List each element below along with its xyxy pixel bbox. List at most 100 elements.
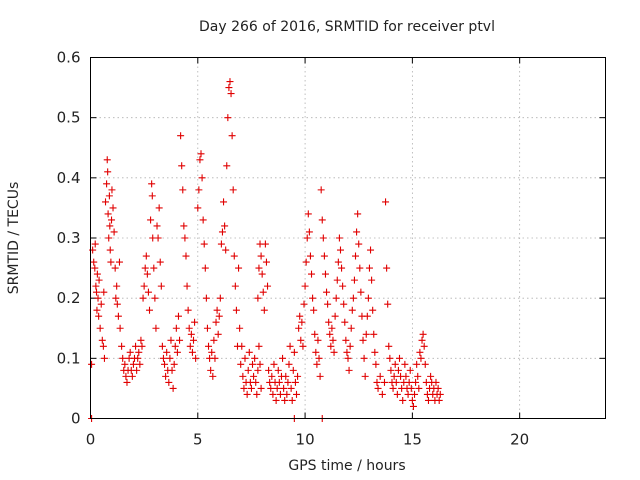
data-point: [384, 300, 392, 308]
data-point: [224, 114, 232, 122]
data-point: [296, 312, 304, 320]
data-point: [419, 330, 427, 338]
data-point: [371, 348, 379, 356]
data-point: [251, 354, 259, 362]
data-point: [188, 348, 196, 356]
data-point: [200, 240, 208, 248]
data-point: [327, 342, 335, 350]
data-point: [280, 384, 288, 392]
data-point: [108, 216, 116, 224]
data-point: [205, 342, 213, 350]
data-point: [106, 222, 114, 230]
data-point: [291, 378, 299, 386]
data-point: [167, 336, 175, 344]
data-point: [177, 132, 185, 140]
data-point: [157, 282, 165, 290]
data-point: [390, 372, 398, 380]
data-point: [230, 252, 238, 260]
data-point: [143, 270, 151, 278]
data-point: [183, 282, 191, 290]
data-point: [364, 294, 372, 302]
data-point: [179, 186, 187, 194]
data-point: [365, 264, 373, 272]
data-point: [329, 336, 337, 344]
data-point: [133, 366, 141, 374]
data-point: [132, 342, 140, 350]
data-point: [393, 390, 401, 398]
x-tick-label: 10: [296, 431, 315, 449]
data-point: [199, 216, 207, 224]
data-point: [299, 342, 307, 350]
data-point: [350, 276, 358, 284]
data-point: [215, 312, 223, 320]
data-point: [178, 162, 186, 170]
data-point: [113, 300, 121, 308]
data-point: [374, 384, 382, 392]
data-point: [260, 306, 268, 314]
data-point: [88, 360, 96, 368]
data-point: [261, 240, 269, 248]
data-point: [99, 342, 107, 350]
data-point: [352, 252, 360, 260]
data-point: [141, 264, 149, 272]
data-point: [156, 258, 164, 266]
data-point: [368, 276, 376, 284]
data-point: [432, 378, 440, 386]
data-point: [229, 186, 237, 194]
data-point: [436, 390, 444, 398]
data-point: [435, 396, 443, 404]
data-point: [420, 342, 428, 350]
data-point: [286, 342, 294, 350]
data-point: [137, 336, 145, 344]
y-tick-label: 0.4: [57, 169, 81, 187]
data-point: [129, 360, 137, 368]
data-point: [267, 384, 275, 392]
data-point: [107, 258, 115, 266]
data-point: [226, 78, 234, 86]
data-point: [93, 288, 101, 296]
data-point: [191, 318, 199, 326]
data-point: [339, 282, 347, 290]
data-point: [186, 342, 194, 350]
data-point: [385, 342, 393, 350]
data-point: [369, 306, 377, 314]
data-point: [372, 360, 380, 368]
data-point: [105, 192, 113, 200]
data-point: [245, 348, 253, 356]
data-point: [264, 282, 272, 290]
data-point: [340, 300, 348, 308]
data-point: [331, 312, 339, 320]
data-point: [270, 360, 278, 368]
data-point: [262, 258, 270, 266]
chart-title: Day 266 of 2016, SRMTID for receiver ptv…: [199, 19, 495, 35]
y-axis-ticks: 0 0.1 0.2 0.3 0.4 0.5 0.6: [57, 49, 606, 428]
data-point: [394, 366, 402, 374]
data-point: [302, 258, 310, 266]
data-point: [118, 342, 126, 350]
data-point: [378, 390, 386, 398]
data-point: [293, 390, 300, 398]
data-point: [243, 390, 251, 398]
data-point: [150, 264, 158, 272]
data-point: [210, 336, 218, 344]
data-point: [265, 366, 273, 374]
data-point: [102, 198, 110, 206]
data-point: [414, 372, 422, 380]
data-point: [100, 288, 108, 296]
data-point: [326, 330, 334, 338]
data-point: [225, 84, 233, 92]
data-point: [324, 300, 332, 308]
data-point: [100, 354, 108, 362]
data-point: [128, 372, 136, 380]
data-point: [303, 234, 311, 242]
data-point: [213, 306, 221, 314]
data-point: [154, 234, 162, 242]
data-point: [244, 366, 252, 374]
data-point: [318, 216, 326, 224]
data-point: [255, 342, 263, 350]
data-point: [424, 396, 432, 404]
data-point: [362, 330, 370, 338]
data-point: [220, 198, 228, 206]
data-point: [195, 186, 203, 194]
data-point: [360, 354, 368, 362]
